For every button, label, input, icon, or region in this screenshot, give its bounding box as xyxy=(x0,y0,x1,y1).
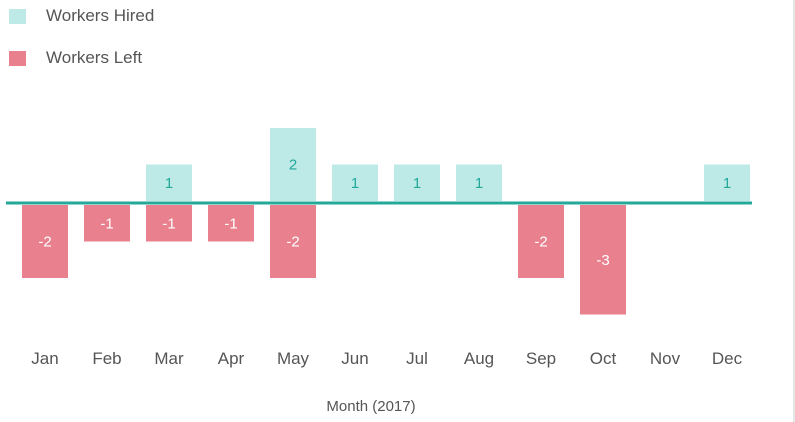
data-label-workers-hired-may: 2 xyxy=(289,157,297,174)
data-label-workers-hired-dec: 1 xyxy=(723,175,731,192)
x-tick-label-aug: Aug xyxy=(464,349,494,368)
legend-item-workers-hired[interactable]: Workers Hired xyxy=(9,6,154,26)
x-tick-label-dec: Dec xyxy=(712,349,743,368)
legend-label-workers-hired: Workers Hired xyxy=(46,6,155,25)
right-edge-divider xyxy=(793,0,795,422)
bar-workers-hired-aug[interactable] xyxy=(456,164,502,202)
data-label-workers-left-jan: -2 xyxy=(38,234,51,251)
x-tick-label-apr: Apr xyxy=(218,349,245,368)
data-label-workers-hired-jul: 1 xyxy=(413,175,421,192)
bar-workers-left-mar[interactable] xyxy=(146,205,192,242)
data-label-workers-left-sep: -2 xyxy=(534,234,547,251)
bars-layer xyxy=(22,128,750,315)
bar-workers-hired-dec[interactable] xyxy=(704,164,750,202)
x-tick-label-feb: Feb xyxy=(92,349,121,368)
data-label-workers-left-may: -2 xyxy=(286,234,299,251)
data-label-workers-hired-jun: 1 xyxy=(351,175,359,192)
labels-layer: 1 2 1 1 1 1 -2 -1 -1 -1 -2 -2 -3 xyxy=(38,157,731,269)
bar-workers-left-feb[interactable] xyxy=(84,205,130,242)
bar-workers-hired-mar[interactable] xyxy=(146,164,192,202)
bar-workers-left-oct[interactable] xyxy=(580,205,626,315)
bar-workers-left-apr[interactable] xyxy=(208,205,254,242)
legend-swatch-workers-hired xyxy=(9,8,26,24)
bar-workers-hired-jul[interactable] xyxy=(394,164,440,202)
data-label-workers-left-mar: -1 xyxy=(162,215,175,232)
bar-workers-hired-jun[interactable] xyxy=(332,164,378,202)
x-tick-label-jan: Jan xyxy=(31,349,58,368)
bar-workers-left-jan[interactable] xyxy=(22,205,68,278)
data-label-workers-hired-aug: 1 xyxy=(475,175,483,192)
bar-workers-left-sep[interactable] xyxy=(518,205,564,278)
legend-swatch-workers-left xyxy=(9,50,26,66)
x-tick-label-jul: Jul xyxy=(406,349,428,368)
x-tick-label-jun: Jun xyxy=(341,349,368,368)
x-axis-title: Month (2017) xyxy=(326,398,415,415)
x-tick-label-oct: Oct xyxy=(590,349,617,368)
x-tick-label-sep: Sep xyxy=(526,349,556,368)
bar-workers-hired-may[interactable] xyxy=(270,128,316,201)
data-label-workers-hired-mar: 1 xyxy=(165,175,173,192)
x-tick-label-nov: Nov xyxy=(650,349,681,368)
data-label-workers-left-feb: -1 xyxy=(100,215,113,232)
data-label-workers-left-oct: -3 xyxy=(596,252,609,269)
legend-label-workers-left: Workers Left xyxy=(46,48,143,67)
legend-item-workers-left[interactable]: Workers Left xyxy=(9,48,142,68)
x-axis-ticks: Jan Feb Mar Apr May Jun Jul Aug Sep Oct Nov Dec xyxy=(31,349,742,368)
x-tick-label-mar: Mar xyxy=(154,349,184,368)
x-tick-label-may: May xyxy=(277,349,310,368)
data-label-workers-left-apr: -1 xyxy=(224,215,237,232)
bar-workers-left-may[interactable] xyxy=(270,205,316,278)
